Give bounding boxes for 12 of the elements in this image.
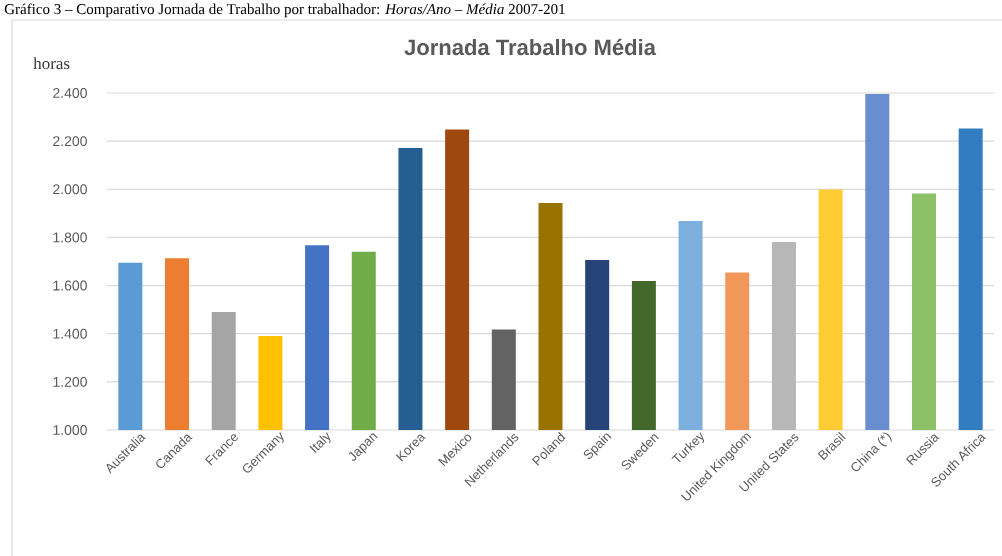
y-tick-label: 2.000 [53, 184, 87, 195]
x-tick-label: Italy [309, 432, 331, 453]
y-tick-label: 1.800 [53, 232, 87, 243]
y-tick-label: 1.000 [53, 425, 87, 435]
text: Gráfico 3 – Comparativo Jornada de Trabalho por trabalhador: Horas/Ano – Média 2007-201 [4, 3, 565, 18]
y-tick-label: 2.400 [53, 88, 87, 98]
y-tick-label: 1.200 [53, 376, 87, 387]
y-tick-label: 2.200 [53, 136, 87, 147]
y-axis-title: horas [33, 57, 70, 70]
y-tick-label: 1.600 [53, 280, 87, 291]
y-tick-label: 1.400 [53, 328, 87, 339]
chart-title: Jornada Trabalho Média [404, 38, 657, 56]
